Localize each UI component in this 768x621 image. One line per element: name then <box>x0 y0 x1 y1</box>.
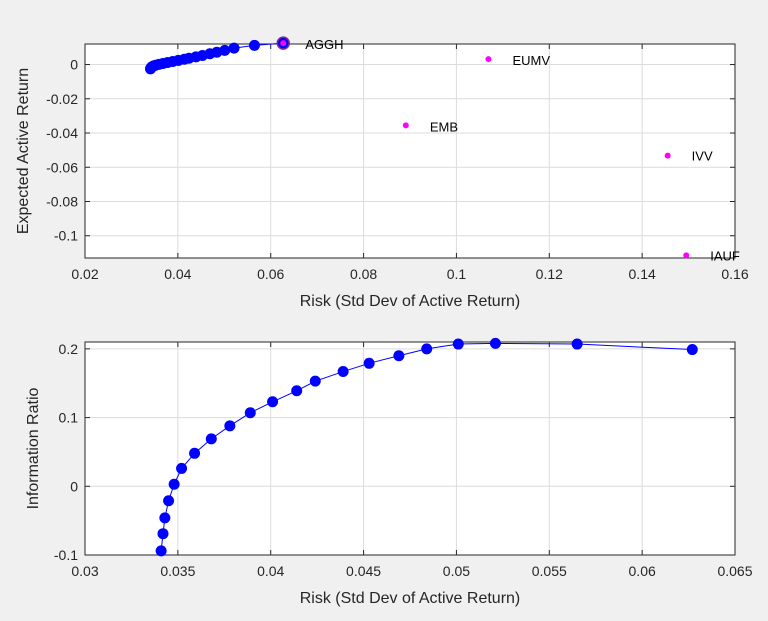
asset-point <box>402 122 409 129</box>
frontier-point <box>163 495 175 507</box>
frontier-point <box>363 357 375 369</box>
frontier-point <box>159 512 171 524</box>
y-axis-label: Information Ratio <box>25 387 42 509</box>
y-tick-label: -0.02 <box>46 91 78 107</box>
x-tick-label: 0.08 <box>350 266 377 282</box>
frontier-point <box>309 375 321 387</box>
x-tick-label: 0.04 <box>164 266 191 282</box>
x-tick-label: 0.06 <box>629 563 656 579</box>
frontier-point <box>176 462 188 474</box>
x-tick-label: 0.065 <box>717 563 752 579</box>
y-tick-label: -0.04 <box>46 125 78 141</box>
plot-area <box>84 43 736 259</box>
frontier-point <box>205 433 217 445</box>
asset-label: EMB <box>430 119 458 134</box>
frontier-point <box>168 478 180 490</box>
frontier-point <box>452 338 464 350</box>
x-axis-label: Risk (Std Dev of Active Return) <box>300 590 521 607</box>
x-tick-label: 0.04 <box>257 563 284 579</box>
asset-point <box>664 152 671 159</box>
y-tick-label: -0.1 <box>54 228 78 244</box>
y-tick-label: -0.06 <box>46 159 78 175</box>
frontier-point <box>337 366 349 378</box>
x-axis-label: Risk (Std Dev of Active Return) <box>300 293 521 310</box>
y-tick-label: -0.1 <box>54 547 78 563</box>
frontier-point <box>157 528 169 540</box>
x-tick-label: 0.16 <box>721 266 748 282</box>
frontier-point <box>189 447 201 459</box>
frontier-point <box>228 42 240 54</box>
frontier-point <box>219 44 231 56</box>
plot-area <box>84 341 736 556</box>
bottom-axes: 0.03 0.035 0.04 0.045 0.05 0.055 0.06 0.065 0.2 0… <box>25 337 753 607</box>
asset-point <box>280 40 287 47</box>
asset-label: EUMV <box>512 53 550 68</box>
frontier-point <box>489 337 501 349</box>
frontier-point <box>155 545 167 557</box>
asset-label: AGGH <box>305 37 343 52</box>
frontier-point <box>267 396 279 408</box>
frontier-point <box>248 39 260 51</box>
frontier-point <box>393 350 405 362</box>
x-tick-label: 0.02 <box>71 266 98 282</box>
x-tick-label: 0.055 <box>532 563 567 579</box>
x-tick-label: 0.14 <box>629 266 656 282</box>
x-tick-label: 0.045 <box>346 563 381 579</box>
y-tick-label: 0 <box>70 57 78 73</box>
asset-label: IVV <box>692 149 713 164</box>
y-tick-label: 0.1 <box>59 410 79 426</box>
top-axes: 0.02 0.04 0.06 0.08 0.1 0.12 0.14 0.16 0 -0.02 -0.… <box>15 36 749 310</box>
frontier-point <box>421 343 433 355</box>
y-tick-label: 0.2 <box>59 341 79 357</box>
x-tick-label: 0.12 <box>536 266 563 282</box>
x-tick-label: 0.05 <box>443 563 470 579</box>
x-tick-label: 0.03 <box>71 563 98 579</box>
asset-point <box>485 56 492 63</box>
x-tick-label: 0.035 <box>160 563 195 579</box>
x-tick-label: 0.1 <box>447 266 467 282</box>
y-tick-label: 0 <box>70 478 78 494</box>
frontier-point <box>224 420 236 432</box>
frontier-point <box>291 385 303 397</box>
frontier-point <box>686 344 698 356</box>
y-axis-label: Expected Active Return <box>15 68 32 234</box>
frontier-point <box>571 338 583 350</box>
x-tick-label: 0.06 <box>257 266 284 282</box>
asset-label: IAUF <box>710 248 740 263</box>
frontier-point <box>244 407 256 419</box>
y-tick-label: -0.08 <box>46 194 78 210</box>
asset-point <box>683 252 690 259</box>
